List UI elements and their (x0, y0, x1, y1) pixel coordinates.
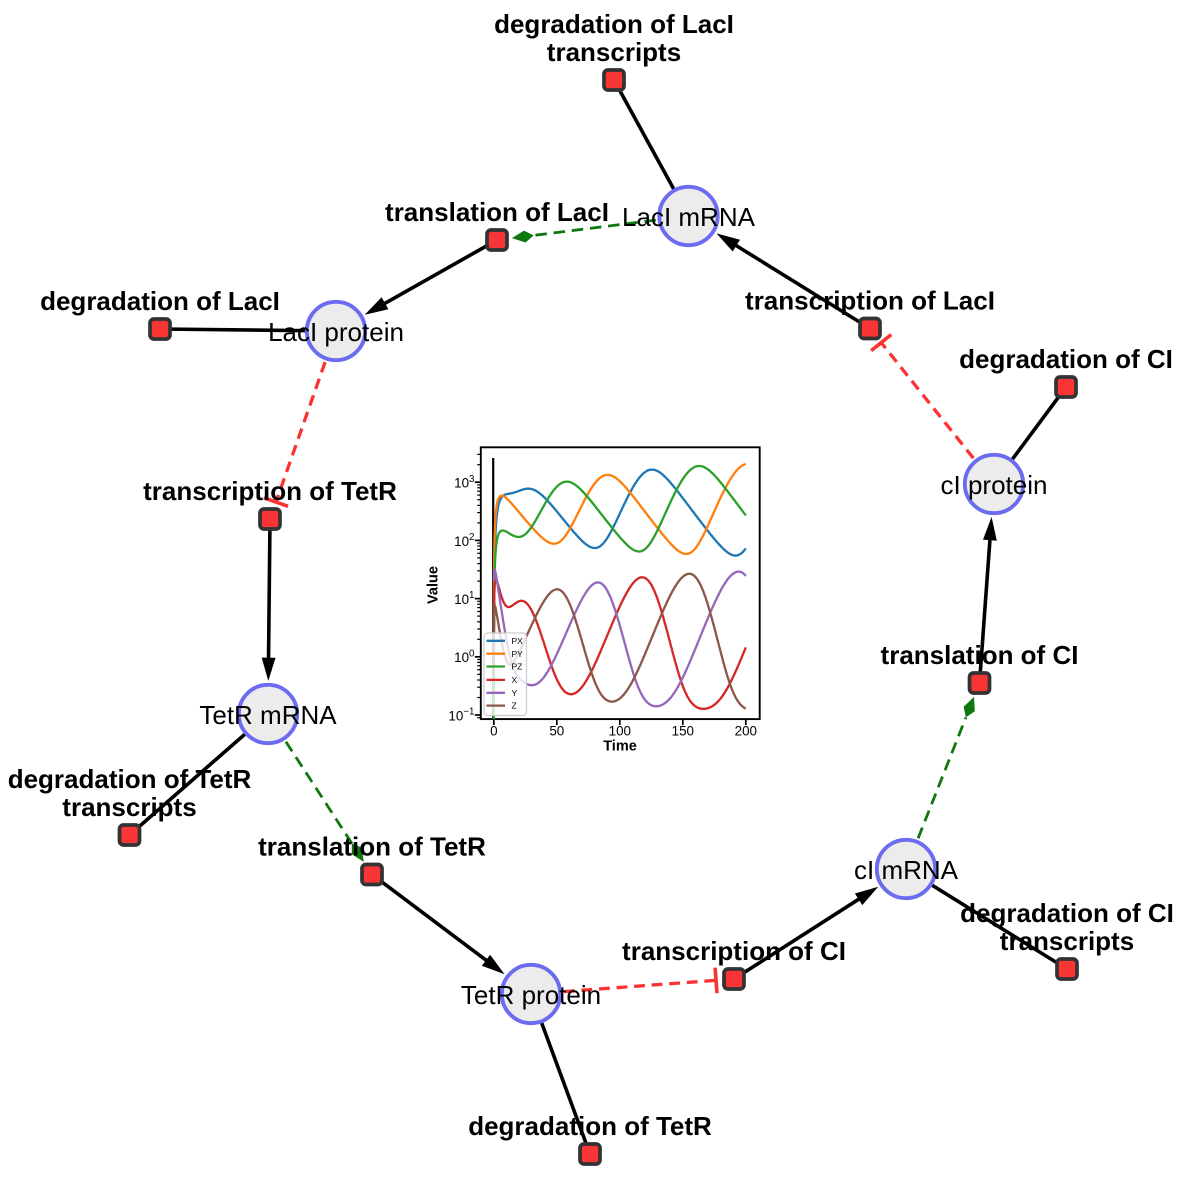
svg-text:TetR protein: TetR protein (461, 980, 601, 1010)
svg-text:X: X (512, 675, 518, 685)
svg-text:degradation of CI: degradation of CI (959, 344, 1173, 374)
svg-text:PY: PY (512, 649, 524, 659)
svg-text:transcripts: transcripts (547, 37, 681, 67)
svg-text:200: 200 (735, 724, 757, 739)
svg-text:PX: PX (512, 636, 524, 646)
svg-text:150: 150 (672, 724, 694, 739)
svg-text:LacI protein: LacI protein (268, 317, 404, 347)
svg-text:Time: Time (603, 739, 637, 755)
svg-text:100: 100 (609, 724, 631, 739)
svg-text:Value: Value (426, 566, 442, 604)
svg-text:transcription of LacI: transcription of LacI (745, 286, 995, 316)
svg-text:PZ: PZ (512, 662, 523, 672)
svg-text:degradation of TetR: degradation of TetR (468, 1111, 712, 1141)
svg-text:degradation of LacI: degradation of LacI (494, 9, 734, 39)
svg-text:degradation of TetR: degradation of TetR (8, 764, 252, 794)
svg-text:transcription of CI: transcription of CI (622, 936, 846, 966)
svg-text:translation of TetR: translation of TetR (258, 832, 486, 862)
svg-text:LacI mRNA: LacI mRNA (622, 202, 756, 232)
svg-text:50: 50 (549, 724, 564, 739)
svg-text:translation of CI: translation of CI (881, 640, 1079, 670)
svg-text:degradation of CI: degradation of CI (960, 898, 1174, 928)
svg-text:0: 0 (490, 724, 497, 739)
svg-text:Y: Y (512, 688, 518, 698)
svg-text:cI mRNA: cI mRNA (854, 855, 959, 885)
svg-text:transcripts: transcripts (1000, 926, 1134, 956)
svg-text:transcription of TetR: transcription of TetR (143, 476, 397, 506)
svg-text:TetR mRNA: TetR mRNA (199, 700, 337, 730)
svg-text:translation of LacI: translation of LacI (385, 197, 609, 227)
svg-text:degradation of LacI: degradation of LacI (40, 286, 280, 316)
svg-text:Z: Z (512, 701, 517, 711)
svg-text:cI protein: cI protein (941, 470, 1048, 500)
svg-text:transcripts: transcripts (62, 792, 196, 822)
